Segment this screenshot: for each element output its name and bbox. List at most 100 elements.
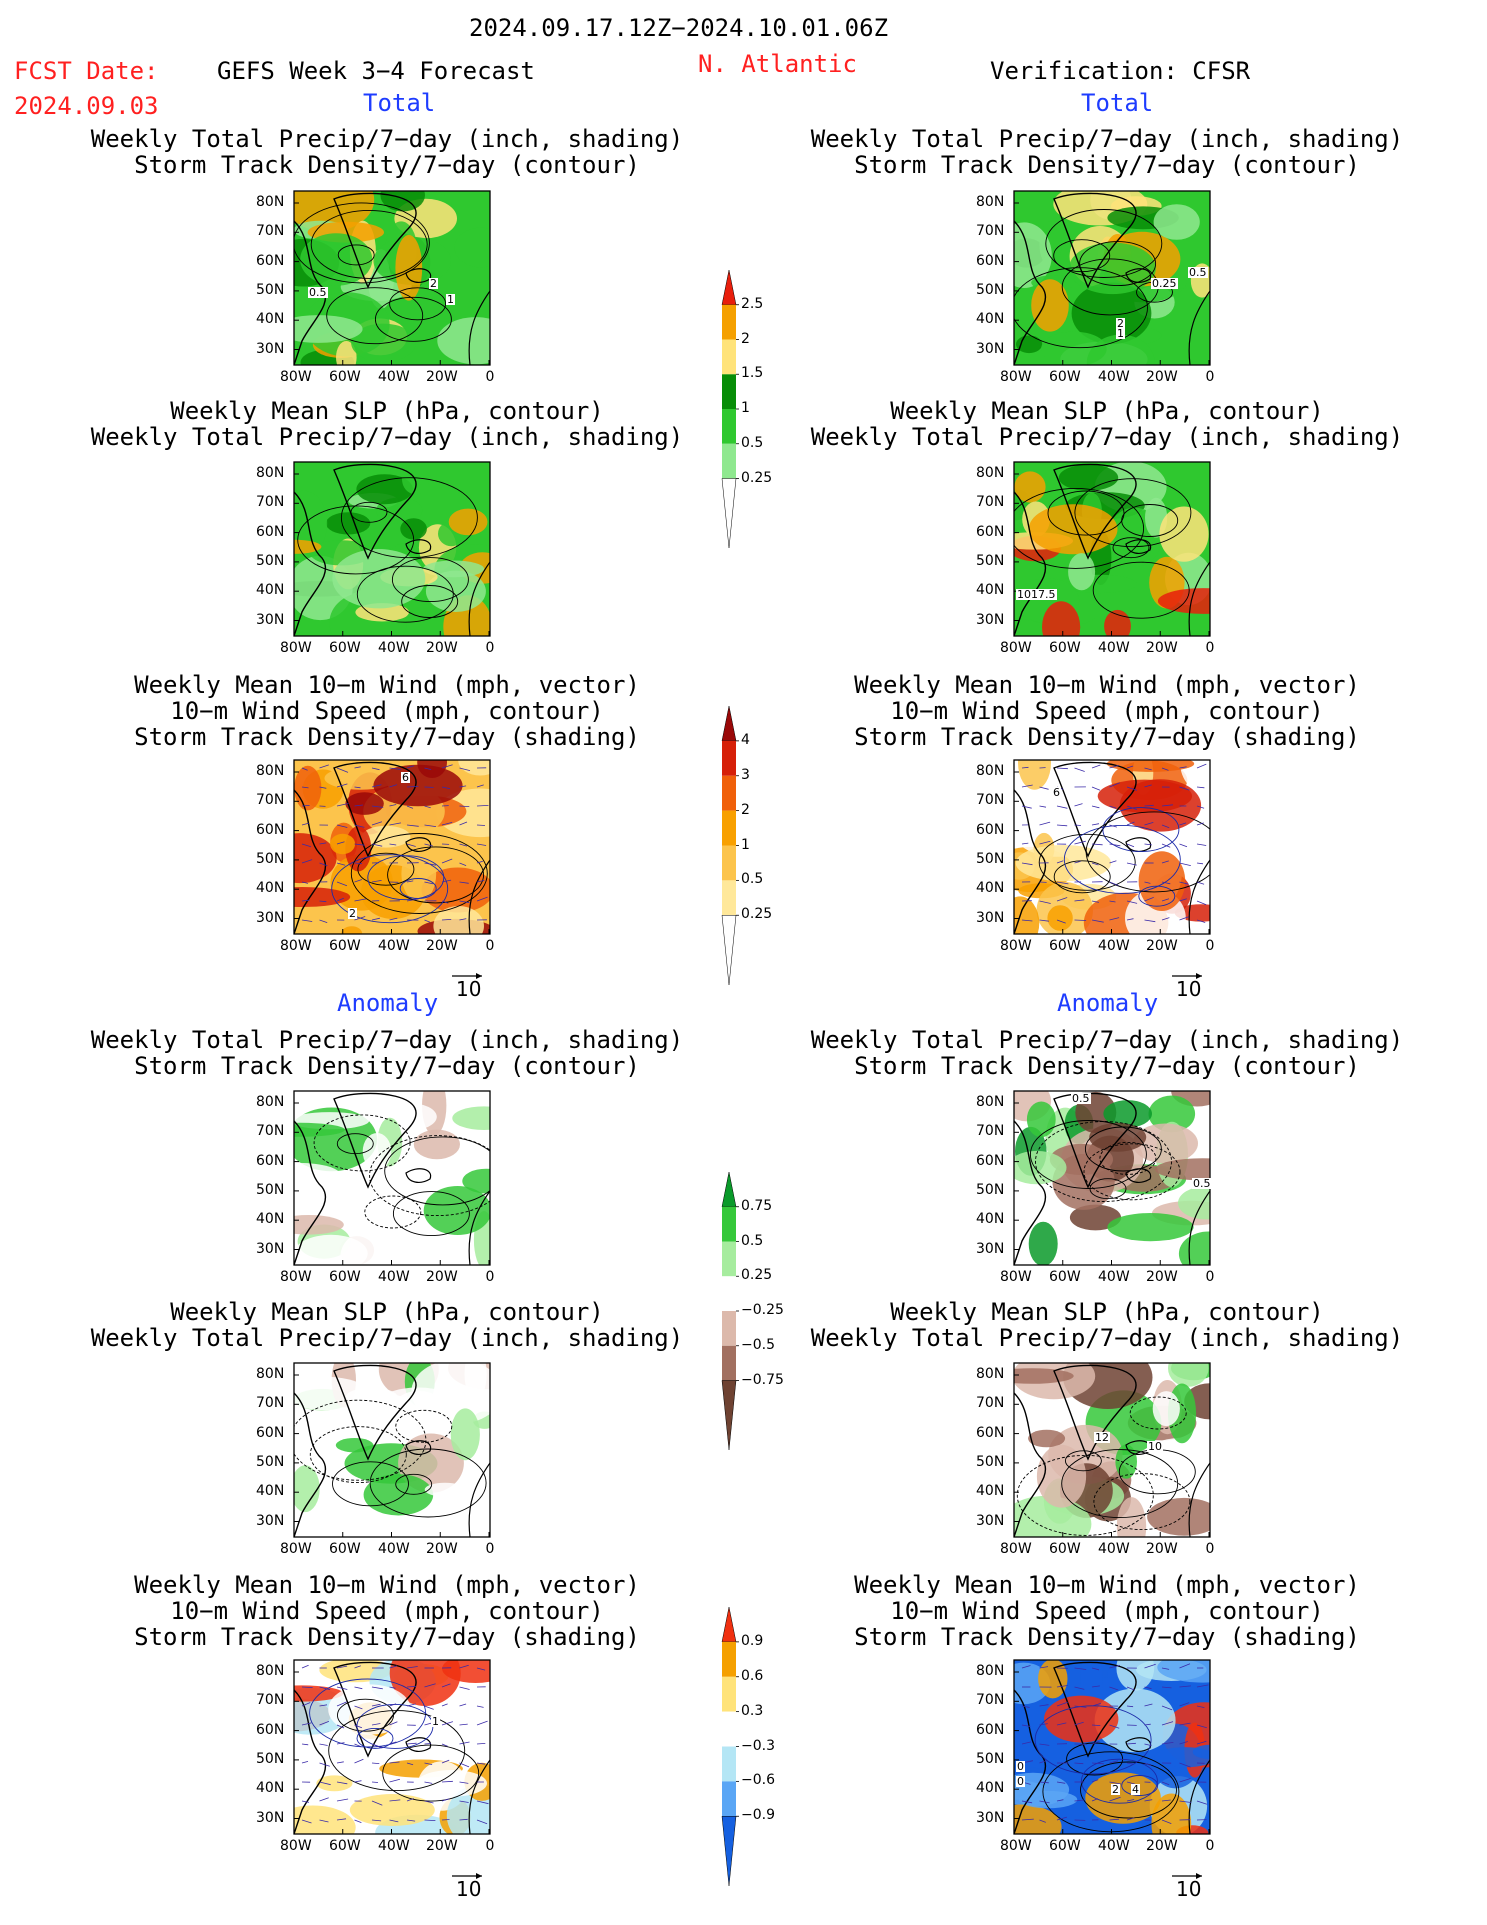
wind-vector	[1109, 881, 1119, 886]
colorbar-precip_anom	[721, 1171, 739, 1451]
north-america-coastline	[1014, 1120, 1047, 1265]
panel-title-line: Weekly Mean 10−m Wind (mph, vector)	[134, 1571, 640, 1599]
contour-line	[337, 1698, 394, 1732]
contour-line	[331, 854, 449, 924]
map-panel-L3	[293, 759, 491, 935]
colorbar-precip_total	[721, 269, 739, 549]
wind-vector	[1161, 1742, 1174, 1745]
contour-label: 1	[431, 1715, 440, 1728]
wind-vector	[424, 805, 431, 809]
wind-vector	[1196, 1800, 1208, 1805]
wind-vector	[354, 862, 363, 865]
y-tick-label: 60N	[976, 524, 1005, 540]
wind-vector	[389, 1761, 400, 1764]
y-tick-label: 80N	[256, 194, 285, 210]
y-tick-label: 30N	[256, 910, 285, 926]
wind-vector	[406, 843, 416, 847]
y-tick-label: 70N	[256, 223, 285, 239]
x-tick-label: 20W	[1146, 1269, 1178, 1285]
wind-vector	[424, 862, 436, 866]
wind-vector	[1039, 1723, 1048, 1726]
wind-vector	[1144, 919, 1156, 923]
shading-blob	[1014, 896, 1040, 934]
wind-vector	[476, 824, 486, 826]
colorbar-label: 0.25	[741, 470, 773, 486]
wind-vector	[1109, 843, 1121, 847]
colorbar-label: 0.25	[741, 1267, 773, 1283]
panel-title-line: 10−m Wind Speed (mph, contour)	[890, 697, 1324, 725]
wind-vector	[1039, 900, 1051, 904]
colorbar-segment	[722, 1711, 736, 1747]
panel-title-line: Weekly Mean SLP (hPa, contour)	[170, 1298, 604, 1326]
wind-vector	[424, 1800, 434, 1804]
wind-vector	[336, 1761, 344, 1764]
wind-vector	[1074, 1721, 1084, 1726]
shading-blob	[1014, 222, 1052, 288]
europe-africa-coastline	[1188, 1759, 1210, 1834]
wind-vector	[476, 1720, 488, 1726]
wind-vector	[406, 805, 414, 809]
contour-label: 2	[429, 277, 438, 290]
x-tick-label: 0	[1205, 1269, 1215, 1285]
x-tick-label: 80W	[1000, 938, 1032, 954]
y-tick-label: 50N	[256, 553, 285, 569]
map-panel-L6	[293, 1659, 491, 1835]
wind-vector	[1056, 1685, 1068, 1688]
shading-blob	[1014, 1804, 1062, 1834]
panel-title-line: Storm Track Density/7−day (shading)	[134, 723, 640, 751]
colorbar-label: 1.5	[741, 365, 764, 381]
shading-blob	[1192, 1744, 1210, 1759]
x-tick-label: 60W	[1049, 938, 1081, 954]
europe-africa-coastline	[1188, 290, 1210, 365]
iceland-coastline	[1125, 1168, 1152, 1183]
wind-vector	[459, 900, 470, 904]
wind-vector	[354, 1705, 363, 1710]
europe-africa-coastline	[1188, 859, 1210, 934]
shading-blob	[1085, 1772, 1161, 1824]
iceland-coastline	[405, 1440, 432, 1455]
y-tick-label: 40N	[976, 1483, 1005, 1499]
wind-vector	[1126, 1762, 1134, 1765]
y-tick-label: 40N	[256, 582, 285, 598]
wind-vector	[1039, 1819, 1046, 1823]
contour-line	[1063, 824, 1181, 894]
wind-vector	[336, 862, 346, 866]
x-tick-label: 60W	[329, 369, 361, 385]
greenland-coastline	[333, 463, 417, 560]
wind-vector	[1056, 919, 1066, 924]
wind-vector	[1039, 1743, 1050, 1746]
wind-vector	[1109, 1686, 1119, 1691]
vector-reference-arrowhead	[476, 973, 482, 979]
contour-line	[309, 1678, 427, 1748]
panel-title-line: Weekly Mean 10−m Wind (mph, vector)	[854, 1571, 1360, 1599]
map-panel-R5	[1013, 1362, 1211, 1538]
contour-label: 4	[1131, 1783, 1140, 1796]
shading-blob	[294, 315, 363, 343]
x-tick-label: 60W	[329, 640, 361, 656]
wind-vector	[459, 1723, 468, 1726]
x-tick-label: 0	[1205, 938, 1215, 954]
shading-blob	[401, 846, 437, 902]
contour-line	[1112, 537, 1150, 559]
x-tick-label: 0	[485, 1838, 495, 1854]
x-tick-label: 20W	[426, 640, 458, 656]
shading-blob	[454, 227, 490, 268]
shading-blob	[362, 1133, 392, 1170]
section-total-right: Total	[1081, 89, 1154, 117]
wind-vector	[1161, 843, 1171, 848]
wind-vector	[1109, 1665, 1120, 1669]
shading-blob	[1147, 1497, 1210, 1536]
wind-vector	[424, 824, 437, 827]
wind-vector	[1056, 824, 1068, 827]
greenland-coastline	[1053, 1092, 1137, 1189]
y-tick-label: 30N	[976, 1241, 1005, 1257]
map-layers	[294, 1363, 490, 1537]
contour-line	[294, 202, 430, 284]
wind-vector	[1161, 804, 1173, 807]
colorbar-label: −0.3	[741, 1738, 775, 1754]
europe-africa-coastline	[468, 1462, 490, 1537]
wind-vector	[1056, 1816, 1068, 1821]
shading-blob	[1041, 331, 1107, 365]
colorbar-label: −0.25	[741, 1302, 784, 1318]
shading-blob	[452, 1106, 490, 1130]
